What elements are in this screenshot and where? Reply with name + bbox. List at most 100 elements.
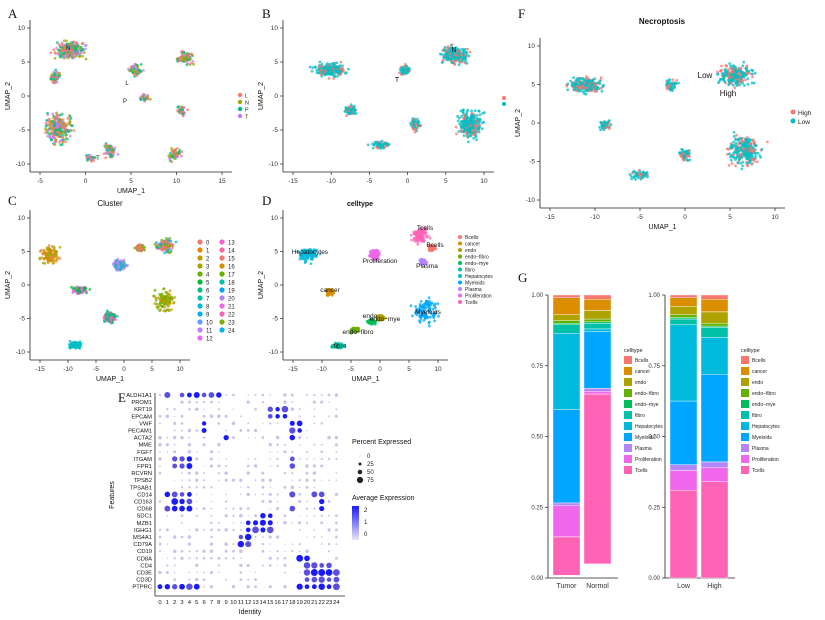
panel-e-dot xyxy=(320,393,323,397)
panel-a-cell-point xyxy=(143,99,146,103)
panel-e-dot xyxy=(318,491,325,498)
panel-e-gene-label: ITGAM xyxy=(134,457,153,463)
panel-c-legend-swatch xyxy=(197,263,203,269)
panel-e-dot xyxy=(171,498,179,505)
panel-e-dot xyxy=(327,542,331,546)
panel-a-legend-label: P xyxy=(245,108,249,114)
panel-b-cell-point xyxy=(340,66,344,70)
panel-e-dot xyxy=(173,415,176,418)
panel-e-dot xyxy=(311,584,317,590)
panel-e-dot xyxy=(334,492,338,496)
panel-a-cell-point xyxy=(61,122,65,126)
panel-d-cell-point xyxy=(417,231,421,235)
panel-c-cell-point xyxy=(47,244,51,247)
panel-e-dot xyxy=(261,436,265,439)
panel-e-dot xyxy=(166,543,168,545)
panel-b-cell-point xyxy=(478,117,482,121)
panel-e-dot xyxy=(180,486,184,489)
panel-e-dot xyxy=(283,514,287,517)
panel-d-legend-swatch xyxy=(458,300,462,304)
panel-c-legend-label: 0 xyxy=(206,241,210,247)
panel-e-identity-label: 4 xyxy=(188,600,192,606)
panel-e-identity-label: 8 xyxy=(217,600,220,606)
panel-e-dot xyxy=(335,479,338,482)
panel-a-cell-point xyxy=(60,143,64,146)
panel-e-dot xyxy=(261,393,265,397)
panel-e-dot xyxy=(247,394,249,396)
panel-e-dot xyxy=(179,498,185,505)
panel-a-cell-point xyxy=(83,44,87,47)
panel-e-dot xyxy=(276,401,279,403)
panel-a-cluster-label: T xyxy=(96,156,100,162)
panel-d-cell-point xyxy=(423,225,427,229)
panel-a-cell-point xyxy=(49,75,53,79)
panel-d-cell-point xyxy=(421,235,424,239)
panel-e-dot xyxy=(158,471,162,475)
panel-d-legend-swatch xyxy=(458,287,462,291)
panel-e-dot xyxy=(195,507,198,510)
panel-a-cell-point xyxy=(66,45,70,49)
panel-c-cell-point xyxy=(46,258,50,262)
panel-e-dot xyxy=(269,458,271,460)
panel-c-cell-point xyxy=(174,240,178,244)
panel-a-cell-point xyxy=(58,127,62,131)
panel-c-cell-point xyxy=(47,253,51,256)
panel-e-dot xyxy=(209,414,214,419)
panel-c-cell-point xyxy=(70,285,73,289)
panel-c-cell-point xyxy=(53,247,56,251)
panel-c-cell-point xyxy=(143,245,147,249)
panel-e-dot xyxy=(180,556,184,560)
panel-b-cell-point xyxy=(460,53,464,57)
panel-c-cell-point xyxy=(109,316,113,320)
panel-b-cell-point xyxy=(478,125,481,129)
panel-c-legend-label: 6 xyxy=(206,289,210,295)
panel-b-cell-point xyxy=(402,71,406,75)
panel-e-dot xyxy=(239,578,243,581)
panel-c-cell-point xyxy=(107,320,111,323)
panel-a-cell-point xyxy=(91,155,95,159)
panel-a-cell-point xyxy=(45,119,49,122)
panel-e-gene-label: PROM1 xyxy=(131,400,152,406)
panel-c-legend-swatch xyxy=(219,295,225,301)
panel-e-dot xyxy=(217,422,221,425)
panel-e-dot xyxy=(253,520,259,526)
panel-a-cell-point xyxy=(67,130,71,133)
panel-e-dot xyxy=(275,535,280,539)
panel-c-cell-point xyxy=(115,269,119,272)
panel-b-cell-point xyxy=(417,121,420,124)
panel-b-cell-point xyxy=(472,128,476,132)
panel-e-dot xyxy=(202,414,206,418)
panel-b-cell-point xyxy=(443,45,447,49)
panel-c-cell-point xyxy=(139,247,143,251)
panel-e-gene-label: PTPRC xyxy=(132,585,152,591)
panel-c-legend-label: 3 xyxy=(206,265,210,271)
panel-e-dot xyxy=(224,542,228,546)
panel-e-dot xyxy=(298,486,301,489)
panel-b-cell-point xyxy=(455,48,459,52)
panel-e-dot xyxy=(313,422,316,425)
panel-f-cell-point xyxy=(572,76,575,79)
panel-b-cell-point xyxy=(466,116,470,120)
panel-d-cell-point xyxy=(420,229,424,233)
panel-e-dot xyxy=(312,400,316,404)
panel-e-pct-swatch xyxy=(358,462,362,466)
panel-c-cell-point xyxy=(164,246,168,249)
panel-a-cell-point xyxy=(65,39,68,43)
panel-d-cell-point xyxy=(422,228,426,231)
panel-e-dot xyxy=(298,436,302,440)
panel-a-cell-point xyxy=(186,58,190,61)
panel-e-dot xyxy=(299,571,301,574)
panel-e-gene-label: FGF7 xyxy=(137,450,152,456)
panel-e-pct-label: 50 xyxy=(367,470,374,476)
panel-e-identity-label: 16 xyxy=(274,600,280,606)
panel-e-dot xyxy=(298,550,301,553)
panel-c-legend-label: 8 xyxy=(206,305,210,311)
panel-d-cell-point xyxy=(374,255,377,258)
panel-e-dot xyxy=(188,436,191,439)
panel-c-legend-swatch xyxy=(219,311,225,317)
panel-b-cell-point xyxy=(332,77,335,80)
panel-a-cell-point xyxy=(181,112,185,116)
panel-e-dot xyxy=(261,493,264,496)
panel-a-cell-point xyxy=(51,134,55,138)
panel-e-dot xyxy=(261,564,264,567)
